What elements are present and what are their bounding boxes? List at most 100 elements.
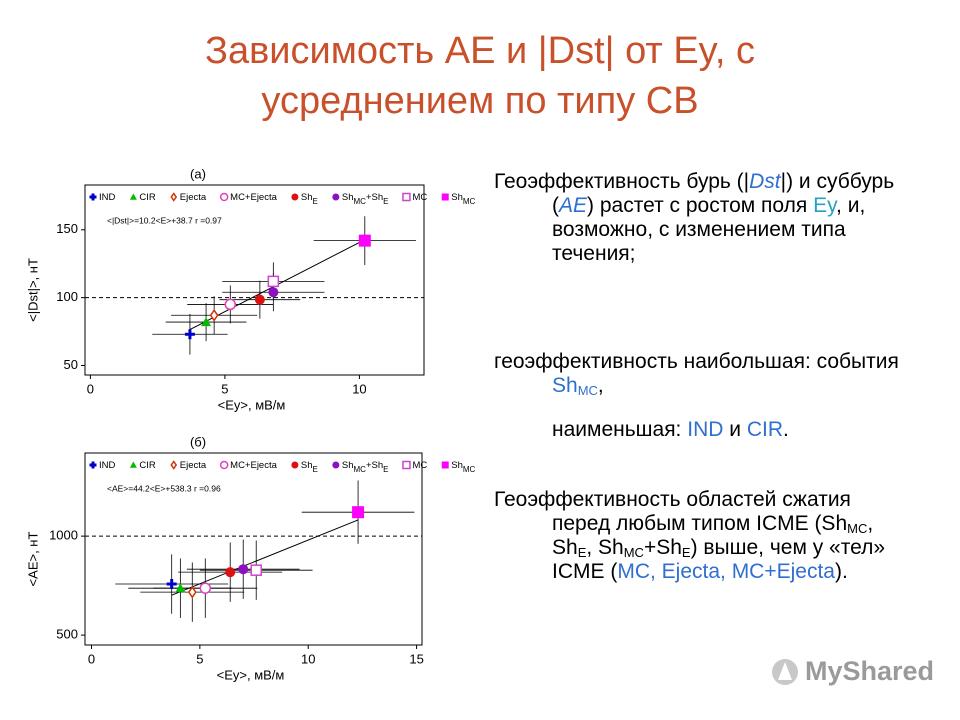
legend-entry: MC+Ejecta (219, 192, 278, 203)
marker (352, 506, 365, 519)
text-run: ). (834, 560, 848, 583)
marker (187, 585, 197, 599)
y-axis-label: <AE>, нТ (25, 532, 40, 587)
marker (224, 298, 237, 311)
legend-entry: ShMC (441, 460, 476, 474)
legend-label-part: MC (463, 197, 476, 206)
watermark-logo (772, 659, 798, 685)
x-axis-label: <Ey>, мВ/м (218, 397, 286, 412)
x-tick-label: 5 (221, 381, 228, 396)
marker (89, 461, 97, 469)
marker (166, 579, 177, 590)
text-run: IND (687, 418, 724, 441)
text-run: MC (577, 383, 598, 398)
fit-line (171, 519, 359, 596)
text-run: ) выше, чем у «тел» ICME ( (552, 536, 886, 583)
x-tick-label: 15 (409, 651, 423, 666)
marker (129, 461, 137, 468)
legend-label-part: MC (353, 465, 366, 474)
marker (291, 461, 299, 469)
paragraph: наименьшая: IND и CIR. (494, 418, 914, 442)
legend-label: IND (99, 460, 116, 471)
plot-frame (84, 184, 425, 376)
paragraph: Геоэффективность областей сжатия перед л… (494, 488, 914, 584)
legend-label-part: Sh (342, 460, 354, 471)
legend-label-part: CIR (139, 192, 156, 203)
marker (219, 192, 229, 202)
marker (170, 192, 178, 202)
text-run: и (723, 418, 747, 441)
text-run: E (681, 545, 691, 560)
marker (238, 564, 249, 575)
marker (201, 317, 212, 327)
marker (358, 234, 371, 247)
legend-label-part: +Sh (366, 460, 383, 471)
legend-label: CIR (139, 460, 156, 471)
legend-entry: MC+Ejecta (219, 460, 278, 471)
legend-label-part: Sh (301, 192, 313, 203)
marker (291, 193, 299, 201)
x-tick-label: 5 (196, 651, 203, 666)
marker (254, 294, 265, 305)
text-run: E (577, 545, 587, 560)
text-run: ) растет с ростом поля (587, 194, 814, 217)
legend-label-part: Ejecta (180, 192, 207, 203)
legend-label: CIR (139, 192, 156, 203)
legend-entry: MC (402, 192, 427, 203)
legend-label-part: CIR (139, 460, 156, 471)
marker (89, 193, 97, 201)
text-run: геоэффективность наибольшая: события (494, 350, 899, 373)
marker (175, 583, 186, 593)
legend-label-part: MC (353, 197, 366, 206)
text-run: , (597, 374, 604, 397)
marker (170, 460, 178, 470)
y-tick-label: 150 (56, 221, 78, 236)
legend-label: ShMC (451, 192, 475, 206)
legend-label-part: E (383, 465, 388, 474)
legend-label: ShMC+ShE (342, 192, 389, 206)
legend-label-part: MC+Ejecta (230, 192, 277, 203)
x-tick-label: 10 (301, 651, 315, 666)
text-run: AE (559, 194, 588, 217)
marker (332, 461, 340, 469)
y-tick-label: 50 (64, 357, 78, 372)
text-run: , Sh (586, 536, 624, 559)
legend-label: Ejecta (180, 192, 207, 203)
text-run: Sh (552, 374, 578, 397)
legend-label: MC+Ejecta (230, 460, 277, 471)
legend-label-part: IND (99, 192, 116, 203)
legend-label: ShE (301, 192, 318, 206)
legend-label-part: E (313, 197, 318, 206)
marker (402, 192, 411, 202)
legend-entry: IND (89, 192, 116, 203)
legend-label: Ejecta (180, 460, 207, 471)
y-tick-label: 100 (56, 289, 78, 304)
marker (199, 582, 212, 594)
panel-label: (а) (190, 166, 206, 181)
x-tick-label: 0 (87, 381, 94, 396)
x-tick-label: 0 (88, 651, 95, 666)
paragraph: Геоэффективность бурь (|Dst|) и суббурь … (494, 170, 914, 266)
legend-entry: Ejecta (170, 460, 207, 471)
text-run: MC (847, 521, 868, 536)
legend-entry: ShE (291, 192, 318, 206)
marker (402, 460, 411, 470)
text-run: CIR (746, 418, 783, 441)
legend-label: ShE (301, 460, 318, 474)
text-run: , Sh (552, 512, 874, 559)
slide-title: Зависимость АЕ и |Dst| от Ey, с усреднен… (205, 30, 755, 122)
legend-entry: ShMC (441, 192, 476, 206)
x-axis-label: <Ey>, мВ/м (217, 667, 285, 682)
legend-label: MC (412, 460, 427, 471)
panel-label: (б) (190, 434, 206, 449)
text-run: Геоэффективность областей сжатия перед л… (494, 488, 851, 535)
legend-label-part: Sh (301, 460, 313, 471)
legend-label-part: Sh (342, 192, 354, 203)
legend-label-part: E (383, 197, 388, 206)
marker (209, 308, 219, 322)
legend-label-part: MC (463, 465, 476, 474)
marker (441, 193, 449, 201)
y-axis-label: <|Dst|>, нТ (25, 258, 40, 322)
legend-entry: IND (89, 460, 116, 471)
